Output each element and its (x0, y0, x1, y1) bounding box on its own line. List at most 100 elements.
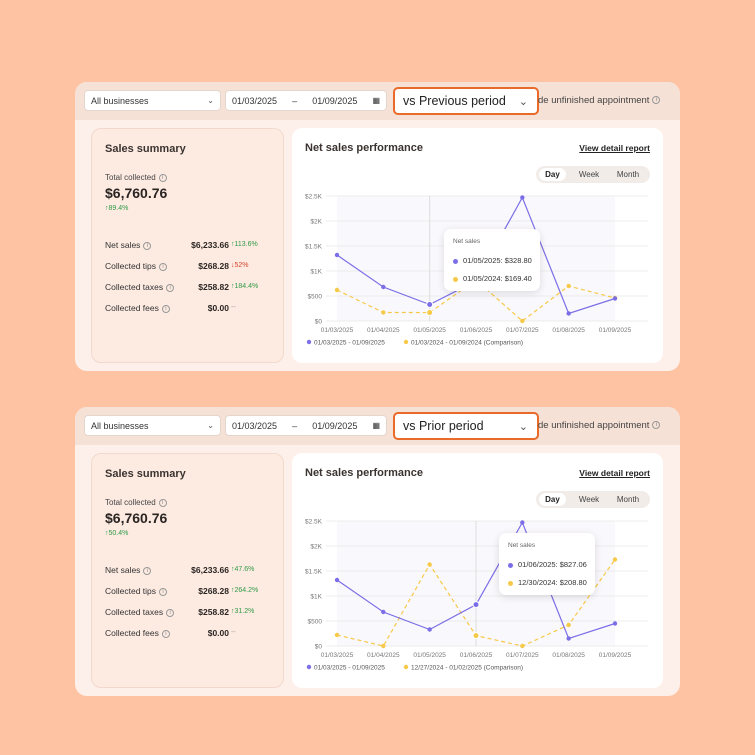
summary-row-fees: Collected fees i $0.00 -- (105, 628, 273, 640)
net-sales-line-chart[interactable]: $0 $500 $1K $1.5K $2K $2.5K 01/03/2025 01/04/20… (292, 515, 663, 685)
data-point (426, 309, 434, 317)
info-icon: i (652, 96, 661, 105)
net-sales-line-chart[interactable]: $0 $500 $1K $1.5K $2K $2.5K 01/03/2025 01/04/20… (292, 190, 663, 360)
view-detail-report-link[interactable]: View detail report (579, 468, 650, 478)
x-tick-label: 01/05/2025 (413, 327, 446, 334)
total-collected-change: ↑50.4% (105, 530, 129, 537)
info-icon: i (159, 587, 168, 596)
row-value: $258.82 (198, 607, 229, 617)
y-tick-label: $2.5K (305, 519, 323, 526)
y-tick-label: $2K (310, 544, 322, 551)
row-value: $0.00 (207, 303, 229, 313)
row-change: -- (231, 629, 236, 636)
tooltip-line-current: 01/05/2025: $328.80 (453, 256, 532, 265)
calendar-icon: ▦ (372, 421, 380, 430)
filter-bar: All businesses ⌄ 01/03/2025 – 01/09/2025… (75, 82, 680, 120)
chart-tooltip: Net sales 01/06/2025: $827.06 12/30/2024… (499, 533, 595, 595)
data-point (566, 311, 571, 316)
date-separator: – (292, 95, 298, 106)
comparison-period-select[interactable]: vs Prior period ⌄ (393, 412, 539, 440)
summary-title: Sales summary (105, 143, 186, 155)
y-tick-label: $1K (310, 269, 322, 276)
row-label: Collected taxes i (105, 607, 175, 617)
sales-panel-1: All businesses ⌄ 01/03/2025 – 01/09/2025… (75, 82, 680, 371)
data-point (427, 627, 432, 632)
summary-row-tips: Collected tips i $268.28 ↓52% (105, 261, 273, 273)
date-range-picker[interactable]: 01/03/2025 – 01/09/2025 ▦ (225, 415, 387, 436)
business-select[interactable]: All businesses ⌄ (84, 415, 221, 436)
view-detail-report-link[interactable]: View detail report (579, 143, 650, 153)
info-icon: i (652, 421, 661, 430)
x-tick-label: 01/05/2025 (413, 652, 446, 659)
total-collected-label: Total collected i (105, 498, 167, 507)
summary-row-taxes: Collected taxes i $258.82 ↑184.4% (105, 282, 273, 294)
comparison-period-select[interactable]: vs Previous period ⌄ (393, 87, 539, 115)
tab-week[interactable]: Week (578, 170, 600, 179)
info-icon: i (159, 262, 168, 271)
net-sales-performance: Net sales performance View detail report… (292, 128, 663, 363)
sales-panel-2: All businesses ⌄ 01/03/2025 – 01/09/2025… (75, 407, 680, 696)
row-label: Net sales i (105, 565, 152, 575)
y-tick-label: $0 (315, 319, 323, 326)
comparison-period-value: vs Previous period (403, 94, 506, 108)
info-icon: i (143, 241, 152, 250)
chart-tooltip: Net sales 01/05/2025: $328.80 01/05/2024… (444, 229, 540, 291)
summary-title: Sales summary (105, 468, 186, 480)
x-tick-label: 01/08/2025 (552, 327, 585, 334)
total-collected-label: Total collected i (105, 173, 167, 182)
info-icon: i (161, 304, 170, 313)
data-point (334, 252, 340, 258)
sales-summary: Sales summary Total collected i $6,760.76… (91, 453, 284, 688)
row-value: $268.28 (198, 261, 229, 271)
data-point (334, 577, 340, 583)
date-range-picker[interactable]: 01/03/2025 – 01/09/2025 ▦ (225, 90, 387, 111)
y-tick-label: $1.5K (305, 244, 323, 251)
x-tick-label: 01/04/2025 (367, 327, 400, 334)
row-label: Collected taxes i (105, 282, 175, 292)
data-point (426, 301, 434, 308)
comparison-series-dot (508, 580, 513, 586)
performance-title: Net sales performance (305, 467, 423, 479)
row-label-text: Collected fees (105, 628, 159, 638)
x-tick-label: 01/09/2025 (599, 652, 632, 659)
x-tick-label: 01/03/2025 (321, 652, 354, 659)
chevron-down-icon: ⌄ (518, 420, 528, 433)
total-collected-label-text: Total collected (105, 498, 156, 507)
comparison-period-value: vs Prior period (403, 419, 484, 433)
row-value: $258.82 (198, 282, 229, 292)
info-icon: i (166, 283, 175, 292)
y-tick-label: $2.5K (305, 194, 323, 201)
data-point (566, 636, 571, 641)
row-change: ↑113.6% (231, 241, 258, 248)
business-select[interactable]: All businesses ⌄ (84, 90, 221, 111)
row-change: ↑31.2% (231, 608, 255, 615)
business-select-value: All businesses (91, 95, 149, 106)
tooltip-line-comparison: 12/30/2024: $208.80 (508, 578, 587, 587)
chevron-down-icon: ⌄ (207, 421, 214, 430)
tab-month[interactable]: Month (616, 495, 640, 504)
date-end: 01/09/2025 (312, 420, 358, 431)
row-change: -- (231, 304, 236, 311)
hide-unfinished-toggle[interactable]: de unfinished appointment i (538, 420, 661, 431)
row-label: Collected fees i (105, 628, 170, 638)
data-point (381, 609, 386, 615)
row-value: $6,233.66 (191, 565, 229, 575)
data-point (566, 283, 571, 289)
row-label: Collected tips i (105, 261, 168, 271)
granularity-tabs: Day Week Month (536, 166, 650, 183)
legend-marker (306, 664, 312, 670)
tab-day[interactable]: Day (539, 168, 566, 181)
hide-unfinished-toggle[interactable]: de unfinished appointment i (538, 95, 661, 106)
tab-month[interactable]: Month (616, 170, 640, 179)
data-point (612, 557, 618, 562)
data-point (334, 632, 340, 638)
legend-marker (403, 664, 409, 670)
date-end: 01/09/2025 (312, 95, 358, 106)
data-point (566, 622, 571, 628)
x-tick-label: 01/06/2025 (460, 327, 493, 334)
row-change: ↑264.2% (231, 587, 259, 594)
tab-day[interactable]: Day (539, 493, 566, 506)
y-tick-label: $500 (308, 619, 323, 626)
y-tick-label: $500 (308, 294, 323, 301)
tab-week[interactable]: Week (578, 495, 600, 504)
